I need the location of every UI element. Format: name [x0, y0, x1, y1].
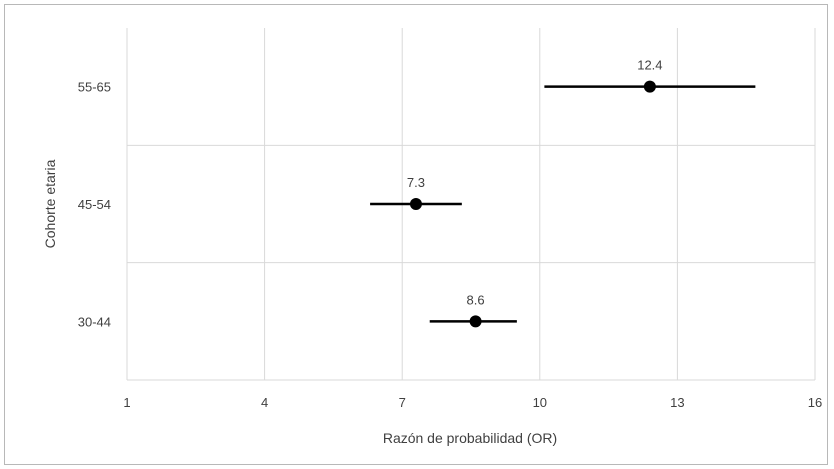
y-axis-title: Cohorte etaria [42, 159, 58, 248]
gridlines [126, 28, 816, 381]
y-tick-labels: 55-65 45-54 30-44 [78, 80, 111, 330]
y-tick-label: 55-65 [78, 80, 111, 95]
data-label: 12.4 [637, 58, 662, 73]
data-marks: 12.4 7.3 8.6 [370, 58, 756, 328]
data-point [409, 198, 422, 210]
x-tick-label: 7 [399, 395, 406, 410]
x-tick-label: 10 [533, 395, 547, 410]
x-tick-label: 4 [261, 395, 268, 410]
y-tick-label: 45-54 [78, 197, 111, 212]
x-tick-label: 13 [670, 395, 684, 410]
x-axis-title: Razón de probabilidad (OR) [383, 430, 557, 446]
data-point [643, 80, 656, 93]
chart-frame [4, 4, 828, 465]
x-tick-label: 16 [808, 395, 822, 410]
data-label: 8.6 [467, 292, 485, 307]
x-tick-labels: 1 4 7 10 13 16 [123, 395, 822, 410]
data-point [469, 315, 482, 328]
y-tick-label: 30-44 [78, 314, 111, 329]
data-label: 7.3 [407, 175, 425, 190]
x-tick-label: 1 [123, 395, 130, 410]
